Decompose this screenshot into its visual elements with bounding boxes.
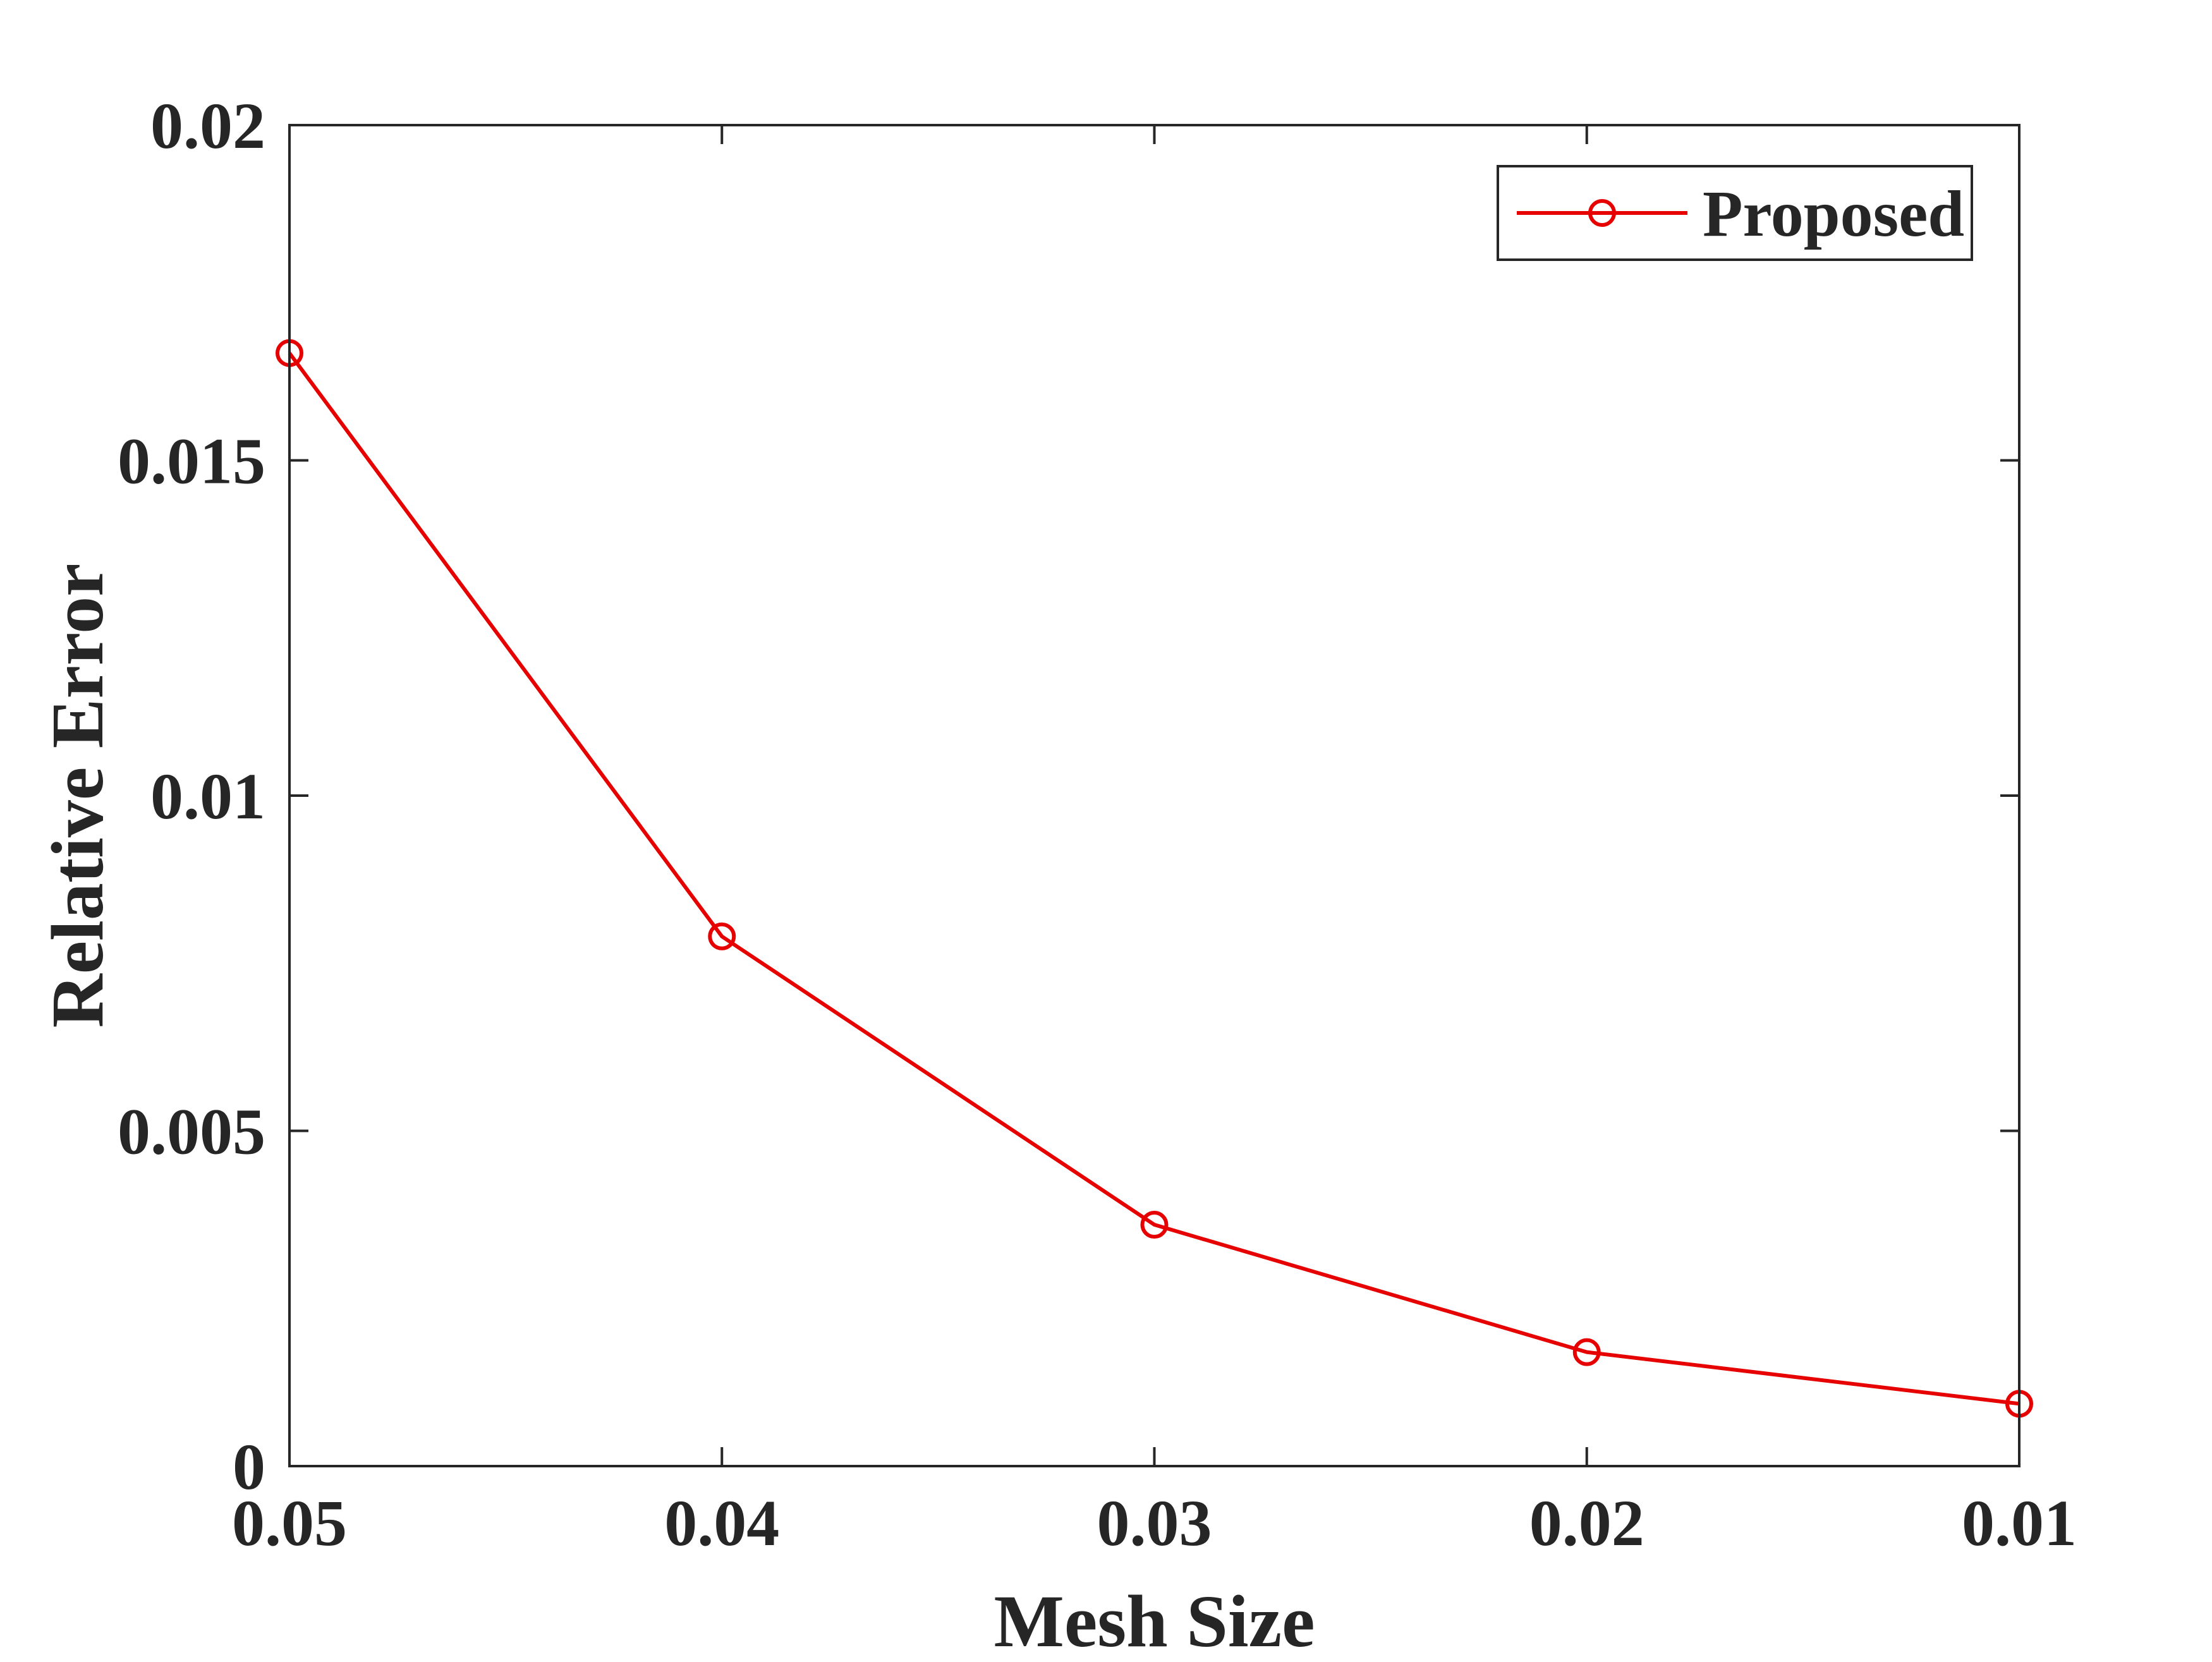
tick-labels: 0.05 0.04 0.03 0.02 0.01 0 0.005 0.01 0.015 0.02 bbox=[118, 90, 2077, 1560]
x-tick-label: 0.01 bbox=[1962, 1487, 2077, 1560]
plot-frame bbox=[288, 124, 2021, 1467]
legend-label: Proposed bbox=[1703, 178, 1964, 250]
plot-area bbox=[289, 125, 2019, 1466]
data-point bbox=[1140, 1211, 1169, 1239]
x-tick-label: 0.03 bbox=[1097, 1487, 1212, 1560]
x-tick-label: 0.04 bbox=[664, 1487, 779, 1560]
y-tick-label: 0.015 bbox=[118, 425, 265, 498]
y-tick-label: 0.005 bbox=[118, 1096, 265, 1168]
legend-marker bbox=[1588, 199, 1616, 227]
y-axis-label: Relative Error bbox=[36, 563, 119, 1028]
y-tick-label: 0.02 bbox=[150, 90, 265, 162]
x-tick-label: 0.02 bbox=[1529, 1487, 1644, 1560]
x-axis-label: Mesh Size bbox=[994, 1580, 1315, 1659]
data-point bbox=[1572, 1338, 1601, 1366]
y-tick-label: 0.01 bbox=[150, 760, 265, 833]
y-tick-label: 0 bbox=[233, 1431, 265, 1503]
legend: Proposed bbox=[1497, 165, 1973, 261]
data-point bbox=[708, 922, 736, 950]
series-line-proposed bbox=[288, 351, 2020, 1406]
x-tick-label: 0.05 bbox=[232, 1487, 347, 1560]
